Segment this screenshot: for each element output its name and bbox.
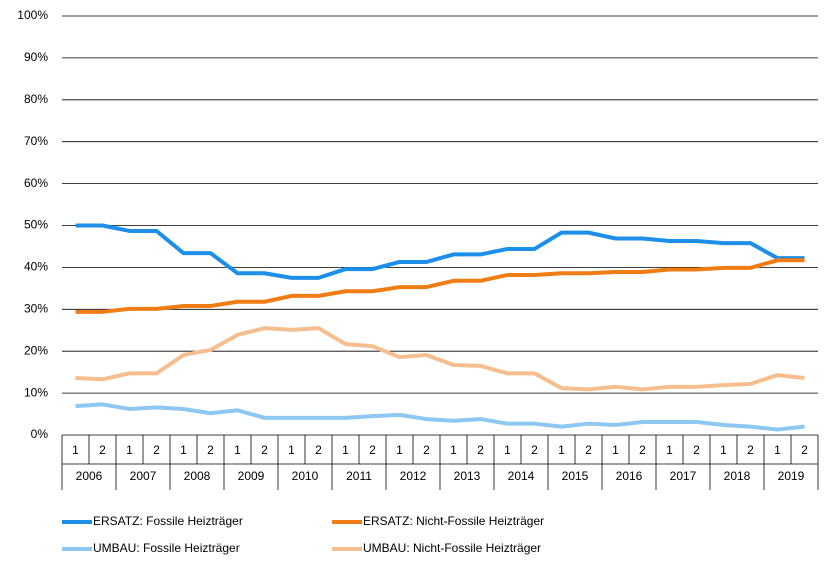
- x-group-label: 2018: [724, 469, 751, 483]
- y-tick-label: 70%: [24, 134, 48, 148]
- legend-label: UMBAU: Nicht-Fossile Heizträger: [363, 541, 541, 555]
- series-line: [75, 223, 805, 280]
- x-tick-label: 1: [774, 443, 781, 457]
- x-tick-label: 2: [801, 443, 808, 457]
- y-tick-label: 90%: [24, 50, 48, 64]
- y-tick-label: 30%: [24, 301, 48, 315]
- x-tick-label: 1: [666, 443, 673, 457]
- x-tick-label: 1: [612, 443, 619, 457]
- legend-label: ERSATZ: Nicht-Fossile Heizträger: [363, 514, 544, 528]
- x-group-label: 2008: [184, 469, 211, 483]
- y-tick-label: 60%: [24, 176, 48, 190]
- x-group-label: 2014: [508, 469, 535, 483]
- series-line: [75, 258, 805, 314]
- x-tick-label: 1: [126, 443, 133, 457]
- x-tick-label: 2: [531, 443, 538, 457]
- y-tick-label: 0%: [31, 427, 49, 441]
- x-tick-label: 1: [342, 443, 349, 457]
- x-group-label: 2016: [616, 469, 643, 483]
- x-tick-label: 2: [153, 443, 160, 457]
- x-tick-label: 1: [504, 443, 511, 457]
- x-tick-label: 2: [477, 443, 484, 457]
- x-group-label: 2017: [670, 469, 697, 483]
- x-group-label: 2007: [130, 469, 157, 483]
- x-tick-label: 2: [99, 443, 106, 457]
- x-tick-label: 1: [234, 443, 241, 457]
- x-group-label: 2015: [562, 469, 589, 483]
- x-tick-label: 1: [720, 443, 727, 457]
- x-tick-label: 2: [585, 443, 592, 457]
- x-group-label: 2019: [778, 469, 805, 483]
- x-tick-label: 1: [72, 443, 79, 457]
- x-group-label: 2011: [346, 469, 372, 483]
- x-tick-label: 1: [288, 443, 295, 457]
- x-group-label: 2006: [76, 469, 103, 483]
- x-tick-label: 1: [396, 443, 403, 457]
- x-tick-label: 1: [450, 443, 457, 457]
- x-tick-label: 2: [261, 443, 268, 457]
- y-tick-label: 80%: [24, 92, 48, 106]
- y-tick-label: 100%: [17, 8, 48, 22]
- x-tick-label: 2: [207, 443, 214, 457]
- x-tick-label: 2: [747, 443, 754, 457]
- x-group-label: 2009: [238, 469, 265, 483]
- x-tick-label: 2: [693, 443, 700, 457]
- x-tick-label: 2: [639, 443, 646, 457]
- x-tick-label: 2: [369, 443, 376, 457]
- y-tick-label: 40%: [24, 260, 48, 274]
- legend-label: ERSATZ: Fossile Heizträger: [93, 514, 243, 528]
- y-tick-label: 10%: [24, 385, 48, 399]
- x-group-label: 2012: [400, 469, 427, 483]
- x-tick-label: 1: [180, 443, 187, 457]
- x-group-label: 2013: [454, 469, 481, 483]
- y-tick-label: 20%: [24, 343, 48, 357]
- series-line: [75, 402, 805, 432]
- x-tick-label: 2: [423, 443, 430, 457]
- legend-label: UMBAU: Fossile Heizträger: [93, 541, 240, 555]
- series-line: [75, 326, 805, 392]
- y-tick-label: 50%: [24, 218, 48, 232]
- x-tick-label: 1: [558, 443, 565, 457]
- x-group-label: 2010: [292, 469, 319, 483]
- x-tick-label: 2: [315, 443, 322, 457]
